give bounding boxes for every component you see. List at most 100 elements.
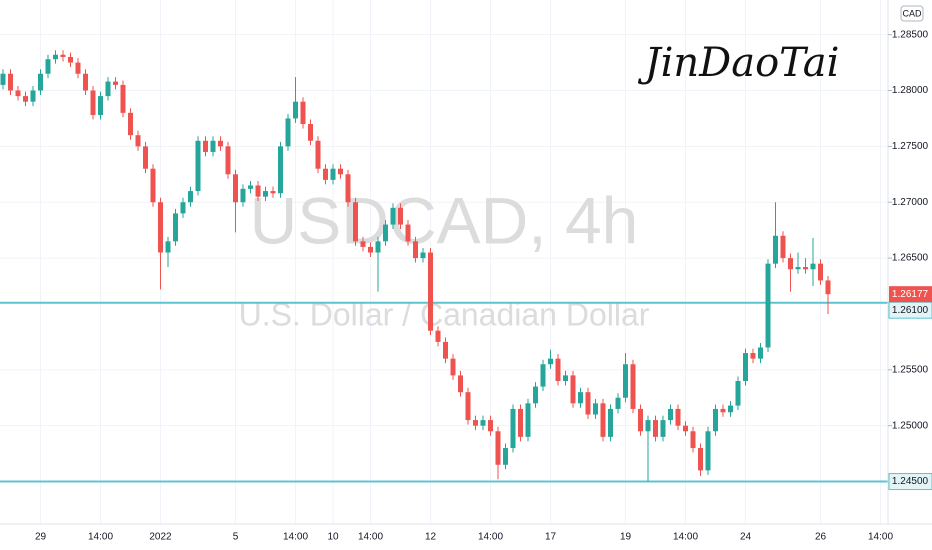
candle-body <box>465 392 471 421</box>
candle-body <box>90 90 96 116</box>
candle-body <box>83 73 88 91</box>
x-tick-label: 26 <box>815 532 827 543</box>
x-tick-label: 29 <box>35 532 47 543</box>
candle-body <box>360 241 366 247</box>
x-tick-label: 10 <box>327 532 339 543</box>
candle-body <box>570 375 576 404</box>
candle-body <box>195 140 201 192</box>
candle-body <box>435 330 441 342</box>
candle-body <box>443 341 448 359</box>
level-label: 1.24500 <box>892 476 929 487</box>
candle-body <box>368 246 373 253</box>
candle-body <box>0 73 6 85</box>
candle-body <box>263 191 268 197</box>
x-tick-label: 14:00 <box>358 532 383 543</box>
candle-body <box>758 347 763 359</box>
currency[interactable]: CAD <box>902 8 922 18</box>
candle-body <box>645 420 651 432</box>
y-tick-label: 1.27000 <box>892 197 929 208</box>
levels <box>0 301 888 483</box>
candle-body <box>518 408 523 437</box>
candle-body <box>278 146 283 194</box>
candle-body <box>720 408 726 413</box>
candle-body <box>120 84 126 113</box>
candle-body <box>233 174 238 203</box>
candle-body <box>338 168 343 175</box>
candle-body <box>75 62 81 74</box>
candle-body <box>555 358 561 381</box>
candle-body <box>383 224 388 242</box>
x-tick-label: 14:00 <box>478 532 503 543</box>
candle-body <box>53 54 58 60</box>
x-tick-label: 14:00 <box>673 532 698 543</box>
axes: 1.28500 1.28000 1.27500 1.27000 1.26500 1.255… <box>35 29 932 543</box>
candle-body <box>98 96 103 116</box>
candle-body <box>525 403 531 437</box>
candle-body <box>180 202 186 214</box>
candle-body <box>773 235 778 264</box>
candle-body <box>683 425 688 432</box>
candle-body <box>293 101 298 119</box>
candle-body <box>503 448 508 465</box>
candle-body <box>705 431 711 471</box>
candle-body <box>690 431 696 449</box>
candle-body <box>135 135 141 147</box>
candle-body <box>713 408 718 432</box>
candle-body <box>750 353 756 359</box>
candle-body <box>405 224 411 242</box>
candle-body <box>803 267 808 270</box>
candle-body <box>375 241 381 253</box>
candle-body <box>413 241 418 259</box>
candle-body <box>668 408 673 421</box>
candles <box>0 50 831 482</box>
candle-body <box>578 392 583 404</box>
candle-body <box>23 96 28 102</box>
candle-body <box>323 168 328 180</box>
candle-body <box>248 185 253 189</box>
candle-body <box>600 403 606 437</box>
candle-body <box>630 364 636 409</box>
candle-body <box>548 358 553 365</box>
candle-body <box>818 263 823 281</box>
candle-body <box>255 185 261 197</box>
candle-body <box>495 431 501 465</box>
candle-body <box>285 118 291 147</box>
candle-body <box>15 90 21 97</box>
candle-body <box>173 213 178 242</box>
candle-body <box>210 140 216 152</box>
last-price-label: 1.26177 <box>892 289 929 300</box>
y-tick-label: 1.26500 <box>892 253 929 264</box>
candle-body <box>488 420 493 432</box>
candle-body <box>203 140 208 152</box>
y-tick-label: 1.25500 <box>892 364 929 375</box>
candle-body <box>353 202 358 242</box>
candle-body <box>420 252 426 259</box>
candle-body <box>240 188 246 203</box>
x-tick-label: 2022 <box>149 532 172 543</box>
candle-body <box>225 146 231 175</box>
candle-body <box>128 112 133 136</box>
candle-body <box>398 207 403 225</box>
candle-body <box>218 140 223 147</box>
candle-body <box>533 386 538 404</box>
x-tick-label: 14:00 <box>88 532 113 543</box>
candle-body <box>788 258 793 270</box>
y-tick-label: 1.25000 <box>892 420 929 431</box>
candle-body <box>38 73 43 91</box>
candle-body <box>638 408 643 432</box>
candle-body <box>270 191 276 194</box>
candle-body <box>735 380 741 406</box>
candle-body <box>345 174 351 203</box>
candle-body <box>623 364 628 398</box>
candle-body <box>450 358 456 376</box>
candle-body <box>330 168 336 180</box>
watermark-title: USDCAD, 4h <box>250 183 639 257</box>
candle-body <box>795 267 801 270</box>
level-label: 1.26100 <box>892 305 929 316</box>
level-label-box <box>888 473 932 491</box>
x-tick-label: 17 <box>545 532 557 543</box>
candle-body <box>660 420 666 437</box>
currency-box[interactable] <box>900 5 924 22</box>
